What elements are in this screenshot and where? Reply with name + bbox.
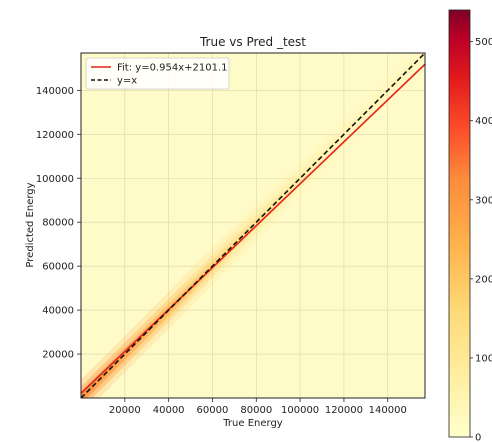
plot-frame <box>80 52 426 399</box>
x-axis-label: True Energy <box>222 418 283 429</box>
series-lines <box>81 53 425 398</box>
legend-fit-label: Fit: y=0.954x+2101.1 <box>117 63 227 74</box>
y-tick-label: 100000 <box>36 174 74 185</box>
colorbar-tick-label: 0 <box>475 433 481 442</box>
legend-box <box>85 57 230 90</box>
x-tick-label: 20000 <box>109 405 141 416</box>
x-axis-ticks: 20000 40000 60000 80000 100000 120000 140000 <box>109 398 407 416</box>
y-axis-label: Predicted Energy <box>25 182 36 267</box>
y-tick-label: 120000 <box>36 130 74 141</box>
colorbar <box>448 9 471 438</box>
y-tick-label: 20000 <box>42 350 74 361</box>
colorbar-tick-label: 200 <box>475 274 492 285</box>
y-axis-ticks: 20000 40000 60000 80000 100000 120000 140000 <box>36 86 81 361</box>
x-tick-label: 140000 <box>369 405 407 416</box>
legend: Fit: y=0.954x+2101.1 y=x <box>85 57 230 90</box>
colorbar-ticks: 0 100 200 300 400 500 <box>470 37 492 442</box>
x-tick-label: 120000 <box>325 405 363 416</box>
x-tick-label: 60000 <box>197 405 229 416</box>
x-tick-label: 40000 <box>153 405 185 416</box>
fit-line <box>81 63 425 394</box>
legend-identity-label: y=x <box>117 76 137 87</box>
colorbar-tick-label: 300 <box>475 195 492 206</box>
colorbar-tick-label: 100 <box>475 353 492 364</box>
x-tick-label: 100000 <box>281 405 319 416</box>
identity-line <box>81 53 425 398</box>
y-tick-label: 60000 <box>42 262 74 273</box>
colorbar-tick-label: 400 <box>475 116 492 127</box>
colorbar-tick-label: 500 <box>475 37 492 48</box>
x-tick-label: 80000 <box>240 405 272 416</box>
y-tick-label: 80000 <box>42 218 74 229</box>
y-tick-label: 40000 <box>42 306 74 317</box>
chart-title: True vs Pred _test <box>199 35 306 49</box>
y-tick-label: 140000 <box>36 86 74 97</box>
